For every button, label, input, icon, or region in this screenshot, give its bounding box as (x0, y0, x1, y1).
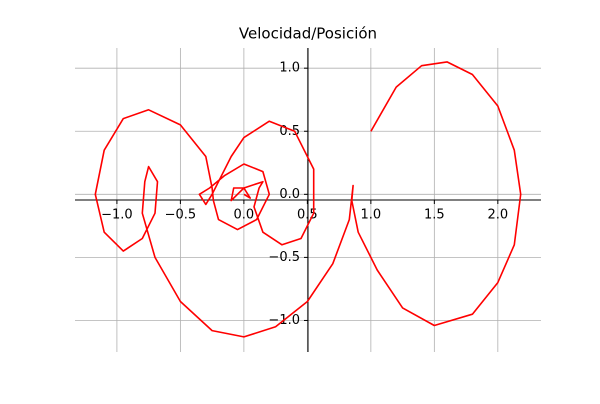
x-tick-label: −0.5 (165, 208, 197, 223)
y-tick-label: −0.5 (268, 250, 300, 265)
x-tick-label: 0.5 (297, 208, 318, 223)
x-tick-label: −1.0 (101, 208, 133, 223)
y-tick-label: 0.0 (279, 187, 300, 202)
x-tick-label: 1.5 (424, 208, 445, 223)
curve (94, 61, 522, 338)
x-tick-label: 1.0 (361, 208, 382, 223)
x-tick-label: 2.0 (487, 208, 508, 223)
y-tick-label: 1.0 (279, 61, 300, 76)
chart-title: Velocidad/Posición (239, 25, 377, 43)
x-tick-label: 0.0 (234, 208, 255, 223)
